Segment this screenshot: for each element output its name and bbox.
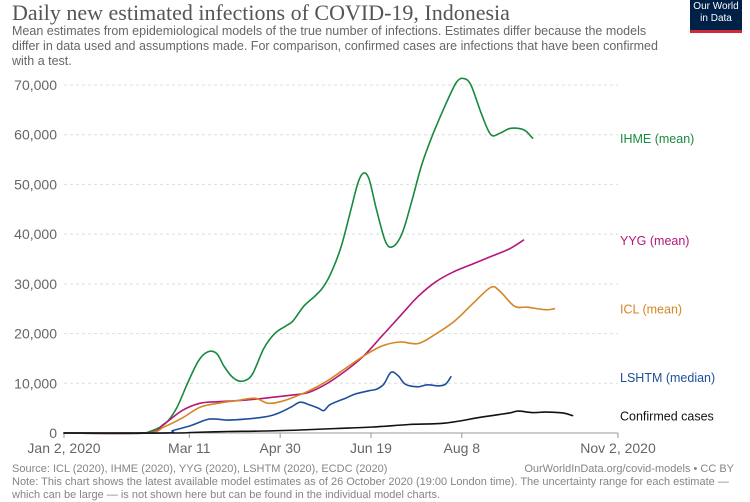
y-tick-label: 30,000	[14, 276, 57, 292]
chart-subtitle: Mean estimates from epidemiological mode…	[12, 24, 658, 68]
series-label-confirmed-cases[interactable]: Confirmed cases	[620, 410, 714, 424]
y-tick-label: 0	[49, 425, 57, 441]
x-tick-label: Mar 11	[168, 440, 211, 456]
logo-line-1: Our World	[693, 1, 739, 12]
y-tick-label: 10,000	[14, 375, 57, 391]
y-tick-label: 70,000	[14, 77, 57, 93]
series-label-ihme-mean[interactable]: IHME (mean)	[620, 132, 694, 146]
note-text: Note: This chart shows the latest availa…	[12, 476, 729, 501]
line-chart: 0 10,000 20,000 30,000 40,000 50,000 60,000 70,…	[14, 77, 715, 456]
x-tick-label: Jun 19	[350, 440, 392, 456]
series-line-yyg-mean[interactable]	[63, 239, 525, 435]
x-tick-label: Nov 2, 2020	[580, 440, 656, 456]
y-tick-label: 50,000	[14, 176, 57, 192]
chart-title: Daily new estimated infections of COVID-…	[12, 0, 510, 25]
series-line-icl-mean[interactable]	[63, 285, 556, 435]
y-tick-label: 40,000	[14, 226, 57, 242]
y-tick-label: 60,000	[14, 127, 57, 143]
x-tick-label: Aug 8	[443, 440, 480, 456]
series-line-ihme-mean[interactable]	[63, 77, 534, 434]
series-line-lshtm-median[interactable]	[63, 371, 452, 434]
x-tick-label: Jan 2, 2020	[27, 440, 100, 456]
y-tick-label: 20,000	[14, 326, 57, 342]
series-line-confirmed-cases[interactable]	[63, 410, 574, 434]
series-label-icl-mean[interactable]: ICL (mean)	[620, 303, 682, 317]
logo-line-2: in Data	[700, 13, 732, 24]
owid-logo[interactable]: Our World in Data	[690, 0, 742, 33]
series-label-lshtm-median[interactable]: LSHTM (median)	[620, 371, 715, 385]
x-tick-label: Apr 30	[260, 440, 301, 456]
series-label-yyg-mean[interactable]: YYG (mean)	[620, 234, 689, 248]
owid-link[interactable]: OurWorldInData.org/covid-models • CC BY	[524, 463, 734, 475]
source-text: Source: ICL (2020), IHME (2020), YYG (20…	[12, 463, 388, 475]
